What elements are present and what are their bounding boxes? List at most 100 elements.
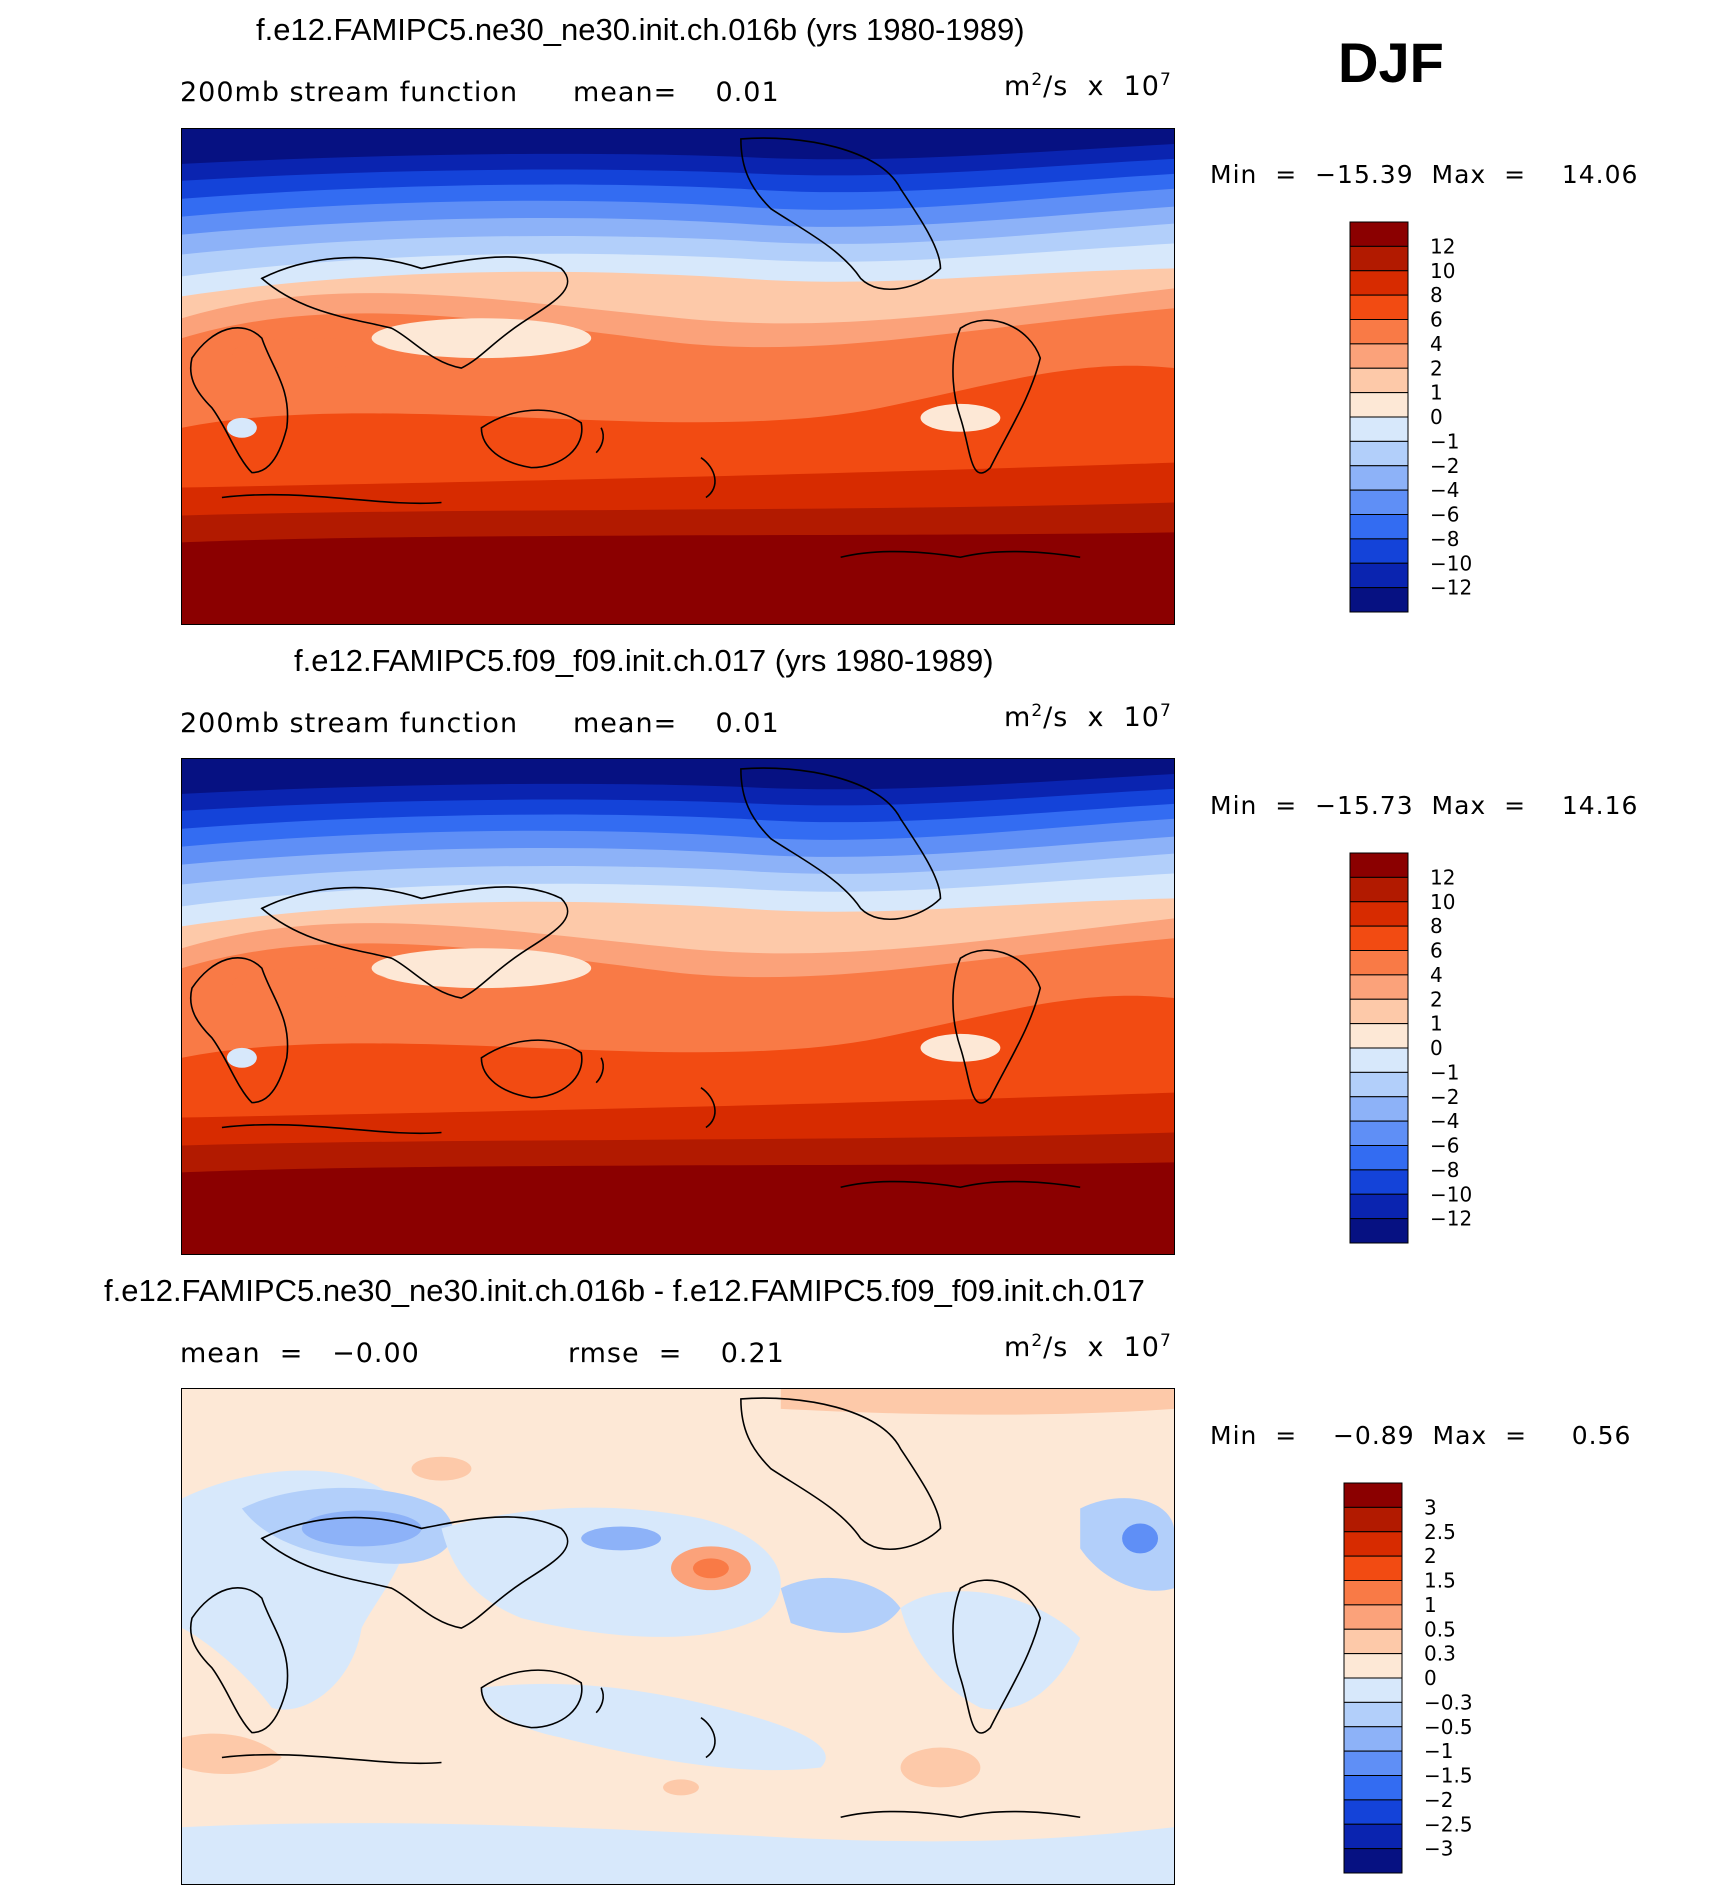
panel1-field-label: 200mb stream function — [180, 77, 519, 108]
colorbar-tick-label: −2 — [1430, 454, 1459, 478]
colorbar-swatch — [1343, 1677, 1403, 1703]
panel1-colorbar-swatches — [1349, 221, 1409, 613]
colorbar-swatch — [1343, 1628, 1403, 1655]
colorbar-swatch — [1343, 1726, 1403, 1752]
panel1-title: f.e12.FAMIPC5.ne30_ne30.init.ch.016b (yr… — [256, 12, 1025, 47]
colorbar-tick-label: 2 — [1430, 987, 1443, 1011]
colorbar-tick-label: 0 — [1424, 1666, 1437, 1690]
panel2-mean: mean= 0.01 — [573, 708, 780, 739]
colorbar-swatch — [1343, 1653, 1403, 1679]
colorbar-tick-label: 10 — [1430, 890, 1455, 914]
colorbar-swatch — [1349, 1169, 1409, 1195]
panel3-colorbar-labels: 32.521.510.50.30−0.3−0.5−1−1.5−2−2.5−3 — [1424, 1495, 1473, 1860]
colorbar-tick-label: −4 — [1430, 1109, 1459, 1133]
panel1-min-max: Min = −15.39 Max = 14.06 — [1210, 160, 1639, 189]
colorbar-swatch — [1349, 1071, 1409, 1098]
panel3-rmse: rmse = 0.21 — [568, 1338, 785, 1369]
colorbar-swatch — [1349, 925, 1409, 951]
season-label: DJF — [1338, 31, 1444, 94]
panel3-colorbar-swatches — [1343, 1482, 1403, 1874]
panel3-title: f.e12.FAMIPC5.ne30_ne30.init.ch.016b - f… — [104, 1273, 1145, 1308]
colorbar-swatch — [1349, 343, 1409, 369]
colorbar-swatch — [1349, 1218, 1409, 1244]
colorbar-swatch — [1343, 1750, 1403, 1776]
colorbar-tick-label: −2.5 — [1424, 1812, 1473, 1836]
panel2-min-max: Min = −15.73 Max = 14.16 — [1210, 791, 1639, 820]
colorbar-tick-label: 1.5 — [1424, 1569, 1456, 1593]
colorbar-tick-label: −12 — [1430, 1207, 1472, 1231]
colorbar-swatch — [1349, 538, 1409, 564]
colorbar-swatch — [1343, 1482, 1403, 1508]
colorbar-swatch — [1349, 245, 1409, 272]
colorbar-swatch — [1349, 1023, 1409, 1049]
panel3-map — [181, 1388, 1175, 1885]
colorbar-swatch — [1349, 974, 1409, 1000]
panel3-mean: mean = −0.00 — [180, 1338, 420, 1369]
panel3-units: m2/s x 107 — [1004, 1331, 1172, 1363]
colorbar-tick-label: 2 — [1430, 356, 1443, 380]
panel1-mean: mean= 0.01 — [573, 77, 780, 108]
colorbar-tick-label: 1 — [1424, 1593, 1437, 1617]
colorbar-swatch — [1349, 367, 1409, 394]
colorbar-tick-label: −10 — [1430, 551, 1472, 575]
colorbar-swatch — [1343, 1775, 1403, 1801]
panel2-map — [181, 758, 1175, 1255]
colorbar-swatch — [1349, 465, 1409, 491]
colorbar-tick-label: −12 — [1430, 576, 1472, 600]
colorbar-swatch — [1349, 1120, 1409, 1146]
colorbar-tick-label: −1 — [1430, 429, 1459, 453]
colorbar-swatch — [1349, 489, 1409, 515]
colorbar-swatch — [1343, 1799, 1403, 1825]
panel2-field-label: 200mb stream function — [180, 708, 519, 739]
colorbar-tick-label: 10 — [1430, 259, 1455, 283]
colorbar-swatch — [1349, 1096, 1409, 1122]
colorbar-swatch — [1349, 319, 1409, 345]
colorbar-tick-label: −2 — [1430, 1085, 1459, 1109]
panel3-colorbar: 32.521.510.50.30−0.3−0.5−1−1.5−2−2.5−3 — [1343, 1482, 1473, 1874]
colorbar-swatch — [1349, 587, 1409, 613]
colorbar-swatch — [1349, 1193, 1409, 1220]
panel1-map — [181, 128, 1175, 625]
colorbar-tick-label: 12 — [1430, 865, 1455, 889]
colorbar-tick-label: 0 — [1430, 405, 1443, 429]
colorbar-swatch — [1343, 1701, 1403, 1728]
colorbar-tick-label: −10 — [1430, 1182, 1472, 1206]
panel2-title: f.e12.FAMIPC5.f09_f09.init.ch.017 (yrs 1… — [294, 643, 994, 678]
colorbar-swatch — [1343, 1531, 1403, 1557]
colorbar-swatch — [1343, 1848, 1403, 1874]
colorbar-tick-label: 6 — [1430, 939, 1443, 963]
colorbar-tick-label: −6 — [1430, 503, 1459, 527]
colorbar-tick-label: 6 — [1430, 308, 1443, 332]
colorbar-swatch — [1343, 1506, 1403, 1533]
colorbar-tick-label: 4 — [1430, 332, 1443, 356]
colorbar-swatch — [1349, 221, 1409, 247]
colorbar-swatch — [1349, 440, 1409, 467]
colorbar-tick-label: 8 — [1430, 914, 1443, 938]
colorbar-tick-label: 12 — [1430, 234, 1455, 258]
colorbar-tick-label: 0.3 — [1424, 1642, 1456, 1666]
colorbar-swatch — [1349, 1047, 1409, 1073]
panel3-min-max: Min = −0.89 Max = 0.56 — [1210, 1421, 1632, 1450]
colorbar-tick-label: −6 — [1430, 1134, 1459, 1158]
colorbar-tick-label: −0.3 — [1424, 1690, 1473, 1714]
colorbar-tick-label: 2.5 — [1424, 1520, 1456, 1544]
colorbar-tick-label: 0.5 — [1424, 1617, 1456, 1641]
colorbar-swatch — [1349, 270, 1409, 296]
colorbar-tick-label: 1 — [1430, 381, 1443, 405]
colorbar-swatch — [1349, 876, 1409, 903]
colorbar-swatch — [1349, 392, 1409, 418]
colorbar-swatch — [1343, 1555, 1403, 1581]
colorbar-tick-label: 3 — [1424, 1495, 1437, 1519]
colorbar-tick-label: −8 — [1430, 1158, 1459, 1182]
colorbar-swatch — [1349, 1145, 1409, 1171]
colorbar-swatch — [1349, 562, 1409, 589]
colorbar-swatch — [1349, 901, 1409, 927]
panel1-units: m2/s x 107 — [1004, 70, 1172, 102]
colorbar-tick-label: −8 — [1430, 527, 1459, 551]
colorbar-tick-label: −0.5 — [1424, 1715, 1473, 1739]
colorbar-swatch — [1349, 514, 1409, 540]
